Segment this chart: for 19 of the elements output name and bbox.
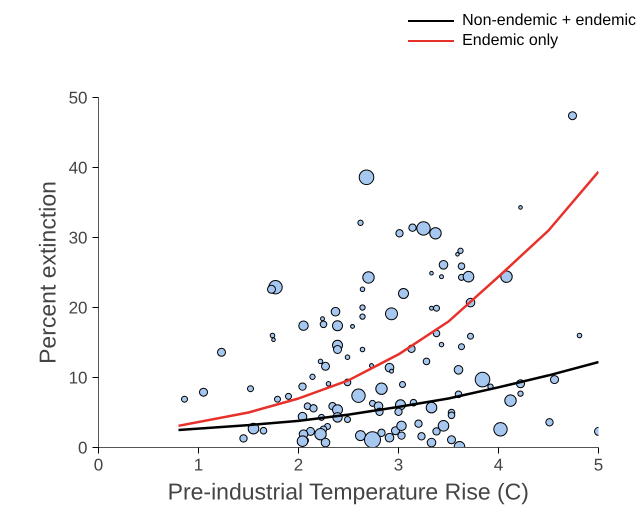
legend-label: Endemic only	[462, 30, 558, 51]
y-axis-title: Percent extinction	[34, 181, 61, 364]
x-tick-label: 4	[494, 456, 504, 474]
legend-label: Non-endemic + endemic	[462, 10, 636, 31]
x-tick-label: 1	[194, 456, 204, 474]
y-tick-label: 30	[68, 228, 88, 248]
y-tick-label: 40	[68, 158, 88, 178]
y-tick-label: 0	[78, 438, 88, 458]
legend-item: Non-endemic + endemic	[408, 11, 636, 31]
line-series	[177, 170, 598, 428]
y-tick-label: 10	[68, 368, 88, 388]
legend-item: Endemic only	[408, 31, 558, 51]
y-tick-label: 50	[68, 88, 88, 108]
x-tick-label: 0	[94, 456, 104, 474]
x-axis-title: Pre-industrial Temperature Rise (C)	[168, 478, 529, 504]
x-tick-label: 3	[394, 456, 404, 474]
x-tick-label: 2	[294, 456, 304, 474]
x-tick-label: 5	[594, 456, 604, 474]
y-tick-label: 20	[68, 298, 88, 318]
